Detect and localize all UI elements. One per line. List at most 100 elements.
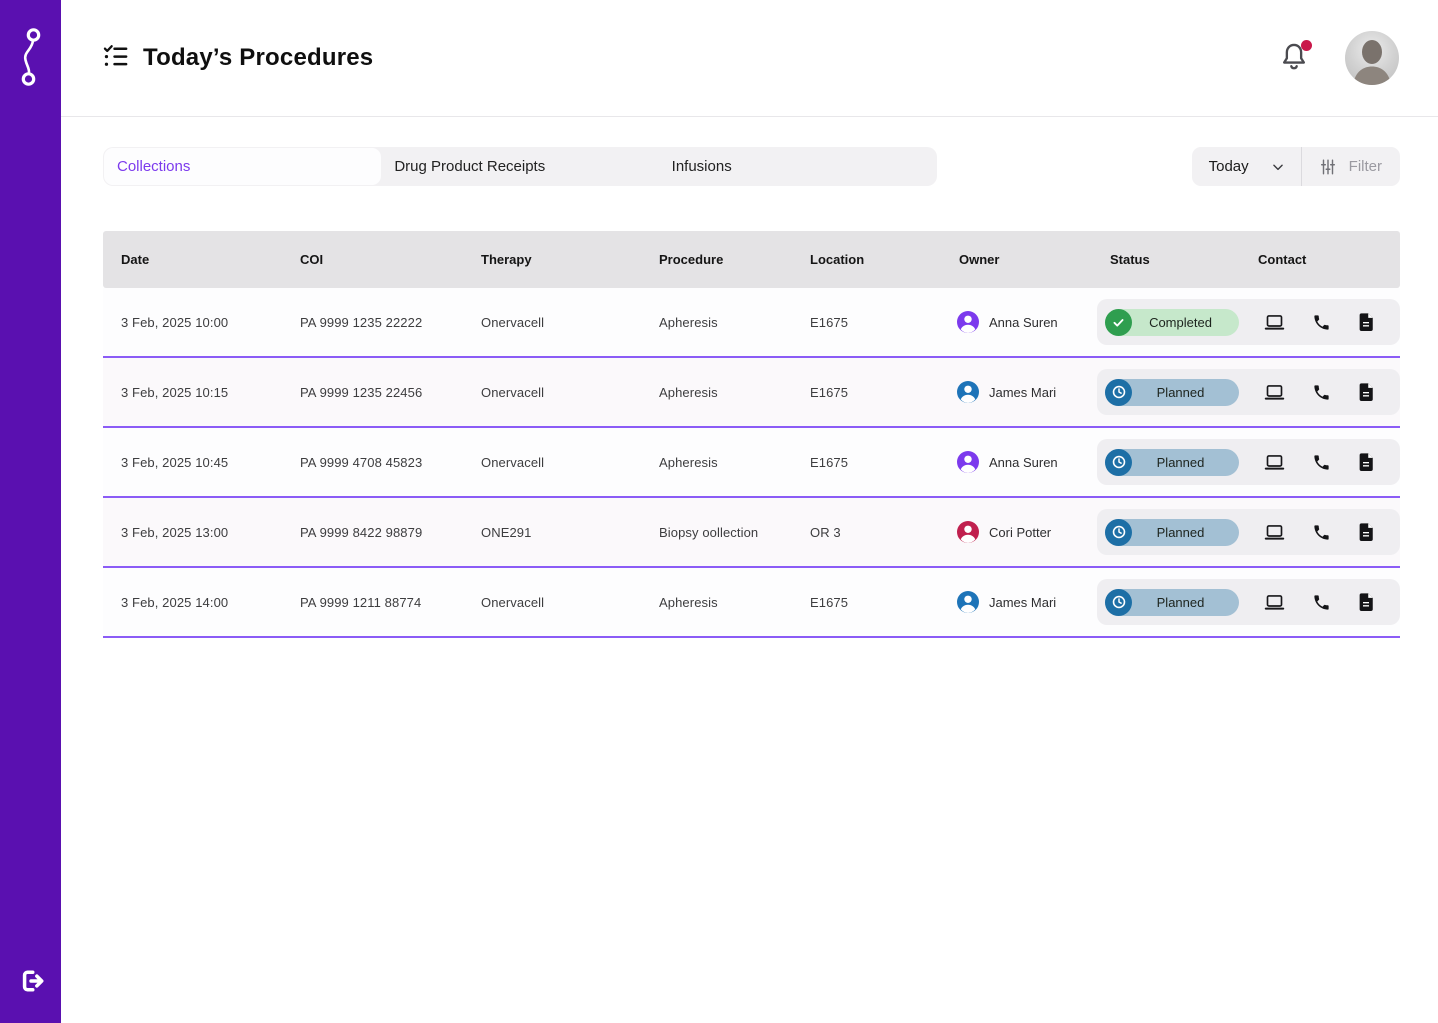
table-row[interactable]: 3 Feb, 2025 10:45 PA 9999 4708 45823 One… [103,428,1400,498]
remote-session-button[interactable] [1262,520,1287,545]
cell-therapy: ONE291 [463,525,641,540]
table-row[interactable]: 3 Feb, 2025 10:00 PA 9999 1235 22222 One… [103,288,1400,358]
call-button[interactable] [1310,451,1333,474]
owner-avatar-icon [956,310,980,334]
chevron-down-icon [1271,160,1285,174]
cell-location: E1675 [792,315,941,330]
document-icon [1357,452,1375,472]
col-header-contact: Contact [1233,252,1400,267]
document-icon [1357,382,1375,402]
cell-therapy: Onervacell [463,595,641,610]
call-button[interactable] [1310,311,1333,334]
cell-procedure: Apheresis [641,595,792,610]
clock-icon [1111,384,1127,400]
status-label: Planned [1132,595,1239,610]
tabs-row: Collections Drug Product Receipts Infusi… [103,147,1400,186]
status-badge: Planned [1105,519,1239,546]
status-contact-panel: Planned [1097,509,1400,555]
monitor-icon [1264,592,1285,613]
monitor-icon [1264,382,1285,403]
call-button[interactable] [1310,591,1333,614]
filter-label: Filter [1349,158,1382,175]
table-row[interactable]: 3 Feb, 2025 10:15 PA 9999 1235 22456 One… [103,358,1400,428]
app-logo-icon [16,26,46,88]
document-button[interactable] [1355,450,1377,474]
logout-button[interactable] [13,963,49,999]
remote-session-button[interactable] [1262,310,1287,335]
cell-therapy: Onervacell [463,455,641,470]
cell-coi: PA 9999 1211 88774 [282,595,463,610]
cell-date: 3 Feb, 2025 13:00 [103,525,282,540]
cell-coi: PA 9999 1235 22456 [282,385,463,400]
owner-name: James Mari [989,385,1056,400]
cell-coi: PA 9999 8422 98879 [282,525,463,540]
document-button[interactable] [1355,590,1377,614]
status-icon-circle [1105,379,1132,406]
owner-name: Anna Suren [989,315,1058,330]
cell-date: 3 Feb, 2025 10:00 [103,315,282,330]
cell-owner: James Mari [941,590,1085,614]
remote-session-button[interactable] [1262,590,1287,615]
cell-therapy: Onervacell [463,385,641,400]
status-contact-panel: Planned [1097,369,1400,415]
col-header-owner: Owner [941,252,1085,267]
owner-name: Cori Potter [989,525,1051,540]
cell-owner: James Mari [941,380,1085,404]
cell-owner: Anna Suren [941,450,1085,474]
document-button[interactable] [1355,520,1377,544]
tab-infusions[interactable]: Infusions [659,148,936,185]
monitor-icon [1264,312,1285,333]
call-button[interactable] [1310,521,1333,544]
phone-icon [1312,453,1331,472]
remote-session-button[interactable] [1262,380,1287,405]
tab-collections[interactable]: Collections [104,148,381,185]
remote-session-button[interactable] [1262,450,1287,475]
document-icon [1357,312,1375,332]
call-button[interactable] [1310,381,1333,404]
owner-avatar-icon [956,380,980,404]
document-icon [1357,592,1375,612]
table-body: 3 Feb, 2025 10:00 PA 9999 1235 22222 One… [103,288,1400,638]
table-controls: Today Filter [1192,147,1400,186]
table-header: Date COI Therapy Procedure Location Owne… [103,231,1400,288]
cell-owner: Anna Suren [941,310,1085,334]
status-icon-circle [1105,309,1132,336]
notification-dot [1301,40,1312,51]
clock-icon [1111,524,1127,540]
clock-icon [1111,594,1127,610]
status-icon-circle [1105,519,1132,546]
status-icon-circle [1105,449,1132,476]
status-badge: Planned [1105,589,1239,616]
status-badge: Planned [1105,379,1239,406]
cell-date: 3 Feb, 2025 10:15 [103,385,282,400]
phone-icon [1312,313,1331,332]
notifications-button[interactable] [1279,41,1309,76]
table-row[interactable]: 3 Feb, 2025 14:00 PA 9999 1211 88774 One… [103,568,1400,638]
user-avatar[interactable] [1345,31,1399,85]
cell-procedure: Biopsy oollection [641,525,792,540]
filter-button[interactable]: Filter [1302,147,1400,186]
tab-drug-product-receipts[interactable]: Drug Product Receipts [381,148,658,185]
owner-avatar-icon [956,450,980,474]
status-badge: Planned [1105,449,1239,476]
contact-actions [1239,590,1400,615]
date-range-select[interactable]: Today [1192,147,1301,186]
table-row[interactable]: 3 Feb, 2025 13:00 PA 9999 8422 98879 ONE… [103,498,1400,568]
contact-actions [1239,310,1400,335]
cell-date: 3 Feb, 2025 14:00 [103,595,282,610]
status-contact-panel: Planned [1097,579,1400,625]
contact-actions [1239,520,1400,545]
avatar-silhouette-icon [1345,31,1399,85]
phone-icon [1312,593,1331,612]
date-range-value: Today [1209,158,1249,175]
cell-procedure: Apheresis [641,385,792,400]
status-contact-panel: Planned [1097,439,1400,485]
phone-icon [1312,523,1331,542]
document-icon [1357,522,1375,542]
cell-date: 3 Feb, 2025 10:45 [103,455,282,470]
document-button[interactable] [1355,310,1377,334]
col-header-location: Location [792,252,941,267]
document-button[interactable] [1355,380,1377,404]
sidebar [0,0,61,1023]
status-icon-circle [1105,589,1132,616]
